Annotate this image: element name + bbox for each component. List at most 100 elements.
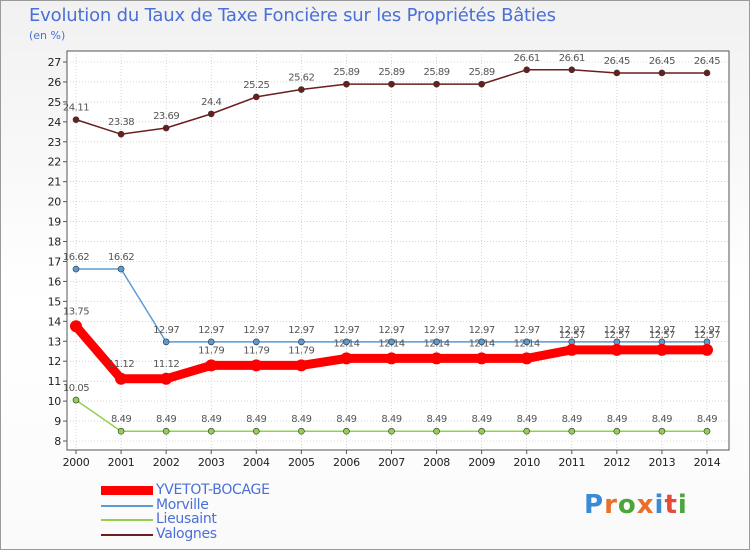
data-label-lieusaint: 8.49 bbox=[517, 414, 537, 425]
data-label-valognes: 25.89 bbox=[333, 67, 359, 78]
data-point-morville bbox=[162, 338, 170, 346]
data-label-valognes: 24.4 bbox=[201, 97, 221, 108]
y-tick-label: 21 bbox=[48, 176, 61, 189]
data-point-lieusaint bbox=[117, 427, 125, 435]
data-label-yvetot-bocage: 12.57 bbox=[559, 330, 585, 341]
y-tick-label: 18 bbox=[48, 236, 62, 249]
plot-area bbox=[66, 50, 730, 451]
logo-letter: i bbox=[677, 490, 688, 520]
legend-label: Morville bbox=[156, 496, 209, 513]
data-label-yvetot-bocage: 13.75 bbox=[63, 306, 89, 317]
data-label-lieusaint: 8.49 bbox=[336, 414, 356, 425]
data-point-valognes bbox=[478, 80, 485, 88]
data-label-yvetot-bocage: 12.57 bbox=[694, 330, 720, 341]
data-label-yvetot-bocage: 11.12 bbox=[153, 359, 179, 370]
data-point-valognes bbox=[568, 66, 576, 74]
x-tick-label: 2012 bbox=[603, 456, 630, 469]
data-point-valognes bbox=[523, 66, 531, 74]
x-tick-label: 2003 bbox=[198, 456, 225, 469]
data-label-morville: 12.97 bbox=[378, 325, 404, 336]
data-label-lieusaint: 8.49 bbox=[697, 414, 717, 425]
data-point-morville bbox=[72, 265, 80, 273]
y-tick-label: 14 bbox=[48, 315, 62, 328]
data-point-lieusaint bbox=[298, 427, 305, 435]
data-label-valognes: 25.25 bbox=[243, 80, 269, 91]
data-point-morville bbox=[343, 338, 350, 346]
data-point-yvetot-bocage bbox=[295, 359, 308, 372]
y-tick-label: 12 bbox=[48, 355, 61, 368]
data-point-morville bbox=[478, 338, 485, 346]
data-point-yvetot-bocage bbox=[655, 343, 668, 356]
data-point-yvetot-bocage bbox=[205, 359, 218, 372]
legend-swatch-valognes bbox=[101, 533, 153, 536]
logo-letter: i bbox=[654, 490, 665, 520]
data-point-valognes bbox=[658, 69, 666, 77]
data-point-morville bbox=[298, 338, 305, 346]
data-label-morville: 12.97 bbox=[424, 325, 450, 336]
data-point-valognes bbox=[72, 116, 80, 123]
y-tick-label: 11 bbox=[48, 375, 61, 388]
data-point-lieusaint bbox=[658, 427, 666, 435]
y-tick-label: 20 bbox=[48, 196, 62, 209]
data-label-morville: 12.97 bbox=[198, 325, 224, 336]
data-point-morville bbox=[433, 338, 440, 346]
logo-letter: r bbox=[604, 490, 618, 520]
data-point-yvetot-bocage bbox=[250, 359, 263, 372]
x-tick-label: 2000 bbox=[63, 456, 90, 469]
y-tick-label: 16 bbox=[48, 275, 62, 288]
x-tick-label: 2011 bbox=[558, 456, 585, 469]
legend-swatch-lieusaint bbox=[101, 519, 153, 521]
data-point-yvetot-bocage bbox=[565, 343, 578, 356]
data-label-morville: 12.97 bbox=[694, 325, 720, 336]
data-point-yvetot-bocage bbox=[385, 352, 398, 365]
data-label-morville: 16.62 bbox=[108, 252, 134, 263]
data-label-yvetot-bocage: 12.14 bbox=[378, 338, 404, 349]
data-label-lieusaint: 8.49 bbox=[156, 414, 176, 425]
x-tick-label: 2008 bbox=[423, 456, 450, 469]
data-label-morville: 12.97 bbox=[514, 325, 540, 336]
data-label-lieusaint: 8.49 bbox=[111, 414, 131, 425]
data-label-morville: 12.97 bbox=[649, 325, 675, 336]
data-point-morville bbox=[388, 338, 395, 346]
data-label-valognes: 25.62 bbox=[288, 73, 314, 84]
data-point-lieusaint bbox=[433, 427, 440, 435]
data-point-valognes bbox=[117, 130, 125, 138]
data-point-lieusaint bbox=[72, 396, 80, 404]
data-label-morville: 12.97 bbox=[288, 325, 314, 336]
logo-letter: o bbox=[617, 490, 637, 520]
data-point-valognes bbox=[298, 86, 305, 93]
data-label-lieusaint: 8.49 bbox=[291, 414, 311, 425]
data-label-lieusaint: 8.49 bbox=[246, 414, 266, 425]
data-point-valognes bbox=[343, 80, 350, 88]
data-label-yvetot-bocage: 11.12 bbox=[108, 359, 134, 370]
y-tick-label: 8 bbox=[54, 435, 61, 448]
x-tick-label: 2002 bbox=[153, 456, 180, 469]
data-label-lieusaint: 8.49 bbox=[472, 414, 492, 425]
data-point-lieusaint bbox=[162, 427, 170, 435]
x-tick-label: 2005 bbox=[288, 456, 315, 469]
data-label-yvetot-bocage: 12.14 bbox=[514, 338, 540, 349]
data-label-valognes: 26.61 bbox=[514, 53, 540, 64]
legend-swatch-yvetot-bocage bbox=[101, 486, 153, 495]
x-tick-label: 2014 bbox=[694, 456, 721, 469]
data-point-lieusaint bbox=[207, 427, 215, 435]
data-point-yvetot-bocage bbox=[610, 343, 623, 356]
data-point-morville bbox=[117, 265, 125, 273]
data-label-yvetot-bocage: 12.14 bbox=[469, 338, 495, 349]
data-label-valognes: 25.89 bbox=[424, 67, 450, 78]
chart-title: Evolution du Taux de Taxe Foncière sur l… bbox=[29, 5, 556, 26]
y-tick-label: 15 bbox=[48, 295, 62, 308]
data-point-morville bbox=[252, 338, 260, 346]
data-label-valognes: 26.45 bbox=[649, 56, 675, 67]
data-point-lieusaint bbox=[613, 427, 621, 435]
logo-letter: x bbox=[636, 490, 655, 520]
data-point-lieusaint bbox=[478, 427, 485, 435]
data-label-valognes: 24.11 bbox=[63, 103, 89, 114]
data-label-morville: 12.97 bbox=[333, 325, 359, 336]
data-label-morville: 12.97 bbox=[604, 325, 630, 336]
x-tick-label: 2010 bbox=[513, 456, 540, 469]
x-tick-label: 2013 bbox=[649, 456, 676, 469]
data-point-yvetot-bocage bbox=[160, 372, 173, 385]
